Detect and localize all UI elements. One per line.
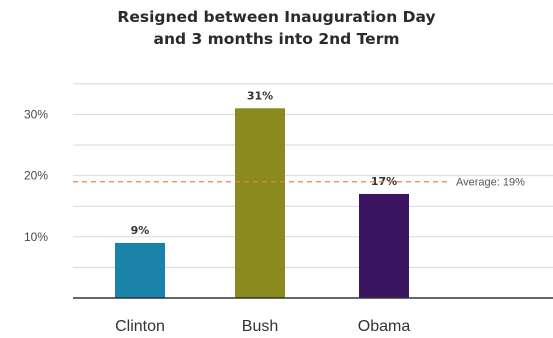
average-label: Average: 19% (456, 177, 525, 189)
chart-title-line-1: Resigned between Inauguration Day (117, 8, 436, 26)
x-category-label: Clinton (115, 318, 165, 335)
y-tick-label: 30% (24, 107, 48, 121)
chart-title-line-2: and 3 months into 2nd Term (153, 30, 400, 48)
y-tick-label: 10% (24, 230, 48, 244)
data-label: 9% (131, 224, 150, 237)
bar-obama (359, 193, 409, 298)
bar-clinton (115, 242, 165, 298)
bar-bush (235, 108, 285, 298)
chart-title: Resigned between Inauguration Day and 3 … (0, 6, 553, 50)
x-category-label: Obama (358, 318, 411, 335)
data-label: 31% (247, 89, 273, 102)
x-category-label: Bush (242, 318, 278, 335)
y-tick-label: 20% (24, 169, 48, 183)
